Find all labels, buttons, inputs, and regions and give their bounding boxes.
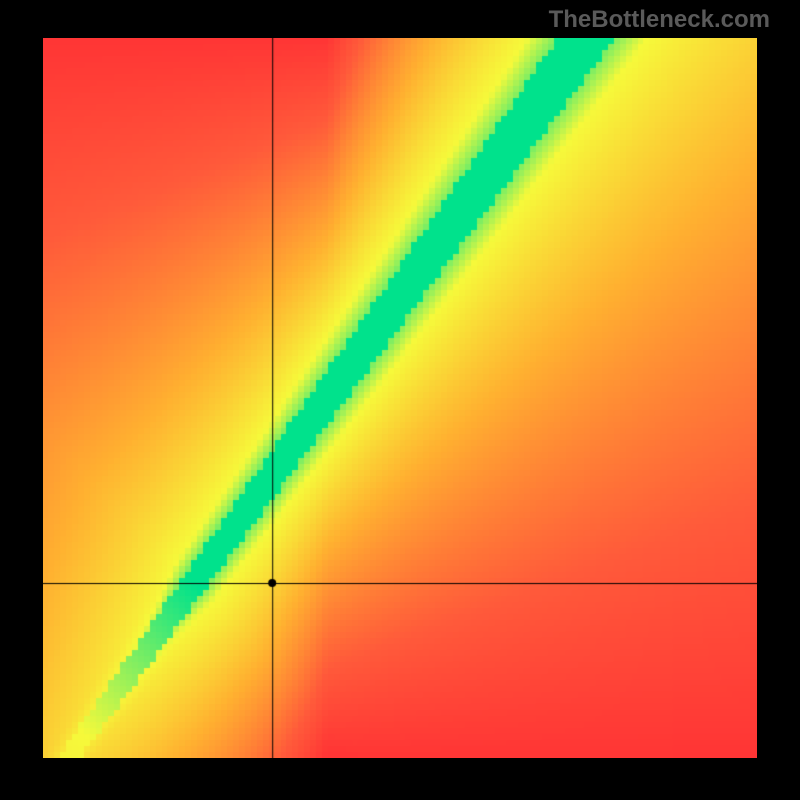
watermark-text: TheBottleneck.com xyxy=(549,6,770,34)
bottleneck-heatmap xyxy=(43,38,757,758)
